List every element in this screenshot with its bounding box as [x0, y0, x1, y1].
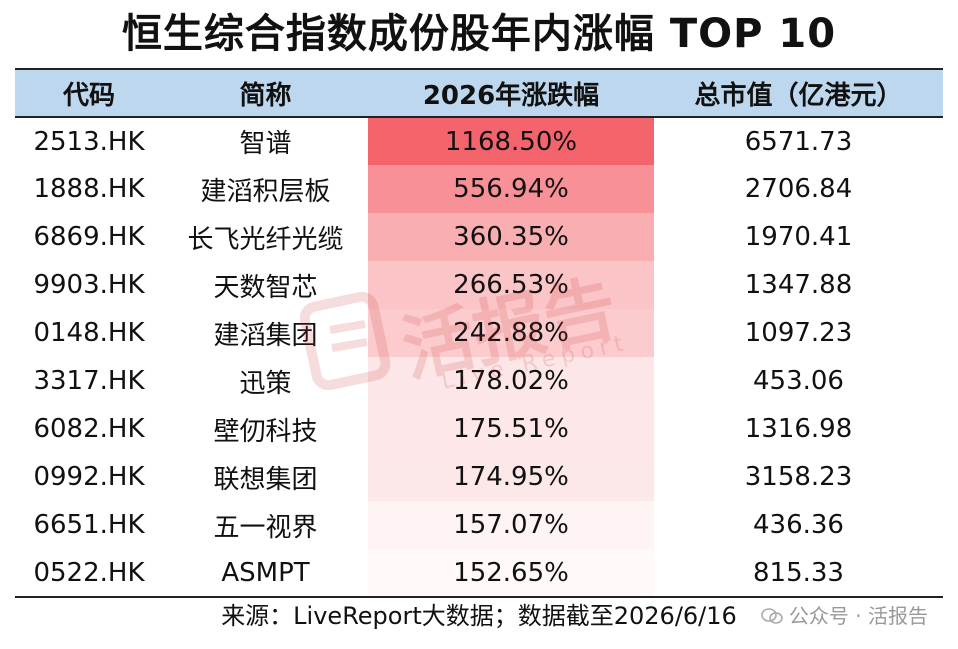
corner-watermark: 公众号 · 活报告	[761, 598, 928, 634]
header-name: 简称	[163, 68, 368, 118]
cell-code: 0148.HK	[33, 318, 145, 348]
cell-change: 174.95%	[368, 453, 654, 501]
cell-name: 天数智芯	[213, 272, 318, 303]
cell-market-cap: 2706.84	[744, 174, 853, 204]
cell-code: 9903.HK	[33, 270, 145, 300]
cell-market-cap: 815.33	[654, 549, 943, 598]
cell-code: 6651.HK	[33, 510, 145, 540]
cell-change: 178.02%	[368, 357, 654, 405]
cell-change: 360.35%	[368, 213, 654, 261]
ranking-table: 代码 简称 2026年涨跌幅 总市值（亿港元） 2513.HK 智谱 1168.50…	[15, 68, 943, 598]
cell-name: 联想集团	[213, 464, 318, 495]
cell-change: 1168.50%	[368, 117, 654, 165]
cell-code: 6869.HK	[33, 222, 145, 252]
cell-change: 175.51%	[368, 405, 654, 453]
table-row: 6651.HK 五一视界 157.07% 436.36	[15, 501, 943, 549]
table-row: 6869.HK 长飞光纤光缆 360.35% 1970.41	[15, 213, 943, 261]
cell-name: 建滔集团	[213, 320, 318, 351]
cell-market-cap: 1097.23	[744, 318, 853, 348]
cell-code: 0522.HK	[15, 549, 163, 598]
cell-market-cap: 436.36	[753, 510, 844, 540]
table-header-row: 代码 简称 2026年涨跌幅 总市值（亿港元）	[15, 68, 943, 118]
cell-name: 建滔积层板	[200, 176, 331, 207]
cell-code: 3317.HK	[33, 366, 145, 396]
cell-name: 智谱	[239, 129, 292, 159]
header-change: 2026年涨跌幅	[368, 68, 654, 118]
source-note: 来源：LiveReport大数据；数据截至2026/6/16	[221, 602, 737, 630]
cell-change: 266.53%	[368, 261, 654, 309]
cell-name: 迅策	[239, 368, 292, 399]
cell-name: 长飞光纤光缆	[187, 224, 344, 255]
table-row: 1888.HK 建滔积层板 556.94% 2706.84	[15, 165, 943, 213]
wechat-icon	[761, 608, 783, 624]
cell-change: 152.65%	[368, 549, 654, 598]
table-row: 2513.HK 智谱 1168.50% 6571.73	[15, 117, 943, 165]
cell-market-cap: 3158.23	[744, 462, 853, 492]
cell-market-cap: 1970.41	[744, 222, 853, 252]
table-row: 9903.HK 天数智芯 266.53% 1347.88	[15, 261, 943, 309]
header-market-cap: 总市值（亿港元）	[654, 68, 943, 118]
table-row: 0148.HK 建滔集团 242.88% 1097.23	[15, 309, 943, 357]
table-row: 0992.HK 联想集团 174.95% 3158.23	[15, 453, 943, 501]
cell-code: 2513.HK	[33, 126, 145, 157]
cell-name: ASMPT	[163, 549, 368, 598]
cell-change: 242.88%	[368, 309, 654, 357]
cell-name: 五一视界	[213, 512, 318, 543]
cell-market-cap: 1316.98	[744, 414, 853, 444]
table-row: 0522.HK ASMPT 152.65% 815.33	[15, 549, 943, 598]
cell-name: 壁仞科技	[213, 416, 318, 447]
corner-watermark-text: 公众号 · 活报告	[788, 604, 928, 628]
cell-code: 6082.HK	[33, 414, 145, 444]
cell-code: 1888.HK	[33, 174, 145, 204]
table-row: 3317.HK 迅策 178.02% 453.06	[15, 357, 943, 405]
cell-code: 0992.HK	[33, 462, 145, 492]
page-title: 恒生综合指数成份股年内涨幅 TOP 10	[121, 11, 837, 57]
header-code: 代码	[15, 68, 163, 118]
cell-change: 556.94%	[368, 165, 654, 213]
table-row: 6082.HK 壁仞科技 175.51% 1316.98	[15, 405, 943, 453]
cell-change: 157.07%	[368, 501, 654, 549]
cell-market-cap: 1347.88	[744, 270, 853, 300]
cell-market-cap: 6571.73	[744, 126, 853, 157]
cell-market-cap: 453.06	[753, 366, 844, 396]
